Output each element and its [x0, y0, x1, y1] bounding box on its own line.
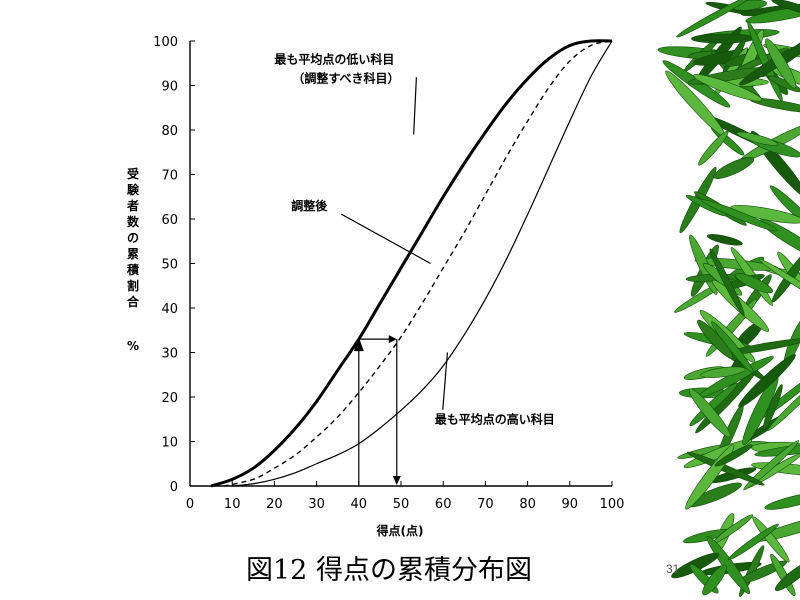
y-tick-label: 100 [153, 35, 178, 50]
annotation-leader-line [413, 77, 417, 135]
bamboo-leaf [702, 564, 727, 596]
bamboo-leaf [697, 319, 734, 359]
bamboo-leaf [698, 130, 729, 166]
annotation-label-line2: （調整すべき科目） [292, 70, 399, 85]
x-tick-label: 50 [393, 497, 410, 512]
conversion-right-arrowhead [388, 335, 397, 344]
bamboo-leaf [713, 156, 755, 179]
axes: 0 10 20 30 40 50 60 70 80 90 100 0 10 20 30 40 50 60 70 80 9… [153, 35, 624, 512]
y-axis-label-char: 累 [127, 247, 139, 261]
bamboo-leaf [693, 74, 763, 102]
bamboo-leaf [764, 491, 800, 510]
x-tick-label: 20 [266, 497, 283, 512]
x-tick-label: 70 [477, 497, 494, 512]
bamboo-leaf [736, 131, 778, 146]
page-number: 31 [666, 562, 680, 576]
y-axis-label-char: 験 [127, 182, 140, 197]
y-tick-label: 50 [161, 258, 178, 273]
y-axis-label-char: 者 [126, 198, 139, 213]
y-tick-label: 90 [161, 80, 178, 95]
y-axis-label-char: の [127, 231, 139, 245]
x-tick-label: 100 [600, 497, 625, 512]
bamboo-leaf [734, 273, 773, 294]
bamboo-leaf [771, 0, 800, 16]
y-axis-label-char: 割 [127, 278, 139, 293]
bamboo-leaf [738, 354, 796, 408]
bamboo-leaf [701, 199, 778, 232]
x-tick-label: 40 [351, 497, 368, 512]
bamboo-leaf [709, 248, 745, 317]
y-axis-label-char: 積 [126, 262, 140, 277]
bamboo-leaf [774, 561, 800, 591]
y-tick-label: 70 [161, 169, 178, 184]
annotation-leader-line [442, 352, 449, 410]
bamboo-leaf [728, 523, 779, 561]
bamboo-leaf [688, 388, 731, 438]
bamboo-leaf [767, 377, 800, 431]
bamboo-leaf [676, 0, 754, 38]
bamboo-leaf [714, 444, 753, 467]
y-tick-label: 80 [161, 124, 178, 139]
x-tick-label: 30 [308, 497, 325, 512]
bamboo-leaf [689, 382, 738, 427]
conversion-down-arrowhead [392, 476, 401, 485]
x-axis-label: 得点(点) [376, 523, 424, 538]
x-tick-label: 80 [519, 497, 536, 512]
series-line-0 [210, 39, 613, 488]
annotation-label: 最も平均点の高い科目 [435, 412, 555, 427]
bamboo-leaf [765, 38, 797, 89]
y-axis-label-char: 受 [127, 166, 139, 181]
y-tick-label: 30 [161, 347, 178, 362]
y-tick-label: 40 [161, 302, 178, 317]
annotation-label: 調整後 [291, 198, 328, 213]
bamboo-leaf [759, 258, 800, 306]
y-tick-label: 60 [161, 213, 178, 228]
y-tick-label: 20 [161, 391, 178, 406]
figure-caption: 図12 得点の累積分布図 [246, 555, 532, 586]
y-tick-label: 10 [161, 436, 178, 451]
bamboo-leaf [762, 384, 783, 431]
x-tick-label: 0 [186, 497, 194, 512]
series-group [210, 39, 613, 488]
x-tick-label: 60 [435, 497, 452, 512]
series-line-2 [232, 40, 613, 487]
x-tick-label: 90 [562, 497, 579, 512]
y-tick-label: 0 [170, 480, 178, 495]
conversion-up-arrowhead [353, 337, 364, 352]
bamboo-leaf [686, 451, 765, 486]
y-axis-label-char: 合 [127, 294, 140, 309]
bamboo-leaf [706, 234, 743, 246]
bamboo-leaf [743, 440, 800, 491]
y-axis-label-char: % [127, 339, 139, 353]
bamboo-leaf [752, 516, 790, 563]
x-tick-label: 10 [224, 497, 241, 512]
annotation-leader-line [340, 213, 431, 265]
bamboo-leaf [770, 185, 800, 234]
annotation-label: 最も平均点の低い科目 [274, 51, 394, 66]
y-axis-label-char: 数 [127, 214, 140, 229]
bamboo-leaf [700, 366, 746, 378]
